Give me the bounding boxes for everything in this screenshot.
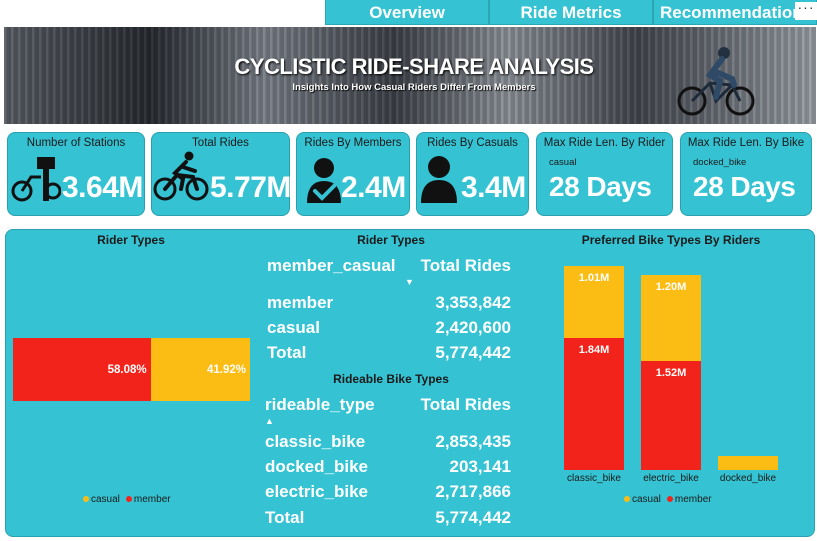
bike-table-title: Rideable Bike Types: [333, 372, 449, 386]
row-value: 3,353,842: [435, 293, 511, 312]
card-title: Number of Stations: [26, 137, 126, 149]
card-total-rides: Total Rides 5.77M: [151, 132, 291, 216]
card-value: 3.4M: [461, 171, 526, 204]
data-label: 1.01M: [578, 271, 610, 284]
banner-cyclist-icon: [677, 47, 755, 116]
row-label: casual: [267, 318, 320, 337]
card-value: 5.77M: [210, 171, 291, 204]
banner-title: CYCLISTIC RIDE-SHARE ANALYSIS: [234, 54, 594, 79]
total-value: 5,774,442: [435, 508, 511, 527]
bar-segment-casual[interactable]: 41.92%: [150, 338, 250, 401]
bar-classic_bike-casual[interactable]: 1.01M: [564, 265, 624, 339]
row-value: 203,141: [449, 457, 511, 476]
total-label: Total: [265, 508, 305, 527]
row-value: 2,853,435: [435, 432, 511, 451]
bike-rack-icon: [11, 157, 61, 202]
total-value: 5,774,442: [435, 343, 511, 362]
data-label: 1.20M: [655, 281, 687, 294]
more-options-icon[interactable]: ···: [795, 0, 817, 20]
banner: CYCLISTIC RIDE-SHARE ANALYSIS Insights I…: [4, 27, 816, 124]
tab-ride-metrics[interactable]: Ride Metrics: [489, 0, 653, 25]
sort-descending-icon[interactable]: ▼: [405, 277, 414, 287]
rider-table-title: Rider Types: [357, 233, 425, 247]
bar-segment-member[interactable]: 58.08%: [13, 338, 151, 401]
tab-overview-label: Overview: [369, 3, 445, 22]
x-tick-label: electric_bike: [643, 473, 699, 484]
card-value: 2.4M: [341, 171, 406, 204]
legend-label: member: [133, 494, 171, 505]
analysis-panel: Rider Types 58.08% 41.92% casual member R…: [5, 229, 815, 537]
row-label: docked_bike: [265, 457, 368, 476]
card-title: Max Ride Len. By Rider: [543, 137, 666, 149]
card-number-of-stations: Number of Stations 3.64M: [7, 132, 145, 216]
x-tick-label: docked_bike: [719, 473, 777, 484]
card-max-ride-length-by-bike: Max Ride Len. By Bike docked_bike 28 Day…: [680, 132, 812, 216]
person-icon: [421, 156, 457, 203]
row-value: 2,420,600: [435, 318, 511, 337]
header-total-rides[interactable]: Total Rides: [420, 256, 511, 275]
card-value: 28 Days: [693, 171, 796, 202]
card-title: Max Ride Len. By Bike: [687, 137, 805, 149]
card-subtitle: docked_bike: [693, 157, 747, 168]
legend-label: casual: [91, 494, 120, 505]
row-label: member: [267, 293, 334, 312]
card-max-ride-length-by-rider: Max Ride Len. By Rider casual 28 Days: [536, 132, 673, 216]
member-icon: [307, 158, 341, 203]
card-title: Rides By Members: [304, 137, 402, 149]
sort-ascending-icon[interactable]: ▲: [265, 416, 274, 426]
card-value: 28 Days: [549, 171, 652, 202]
card-title: Total Rides: [192, 137, 249, 149]
legend-item-casual[interactable]: casual: [624, 494, 661, 505]
cyclist-icon: [153, 151, 209, 201]
data-label: 1.52M: [655, 367, 687, 380]
bar-electric_bike-member[interactable]: 1.52M: [641, 361, 701, 470]
bar-docked_bike-casual[interactable]: [718, 455, 778, 470]
card-rides-by-members: Rides By Members 2.4M: [296, 132, 410, 216]
bike-chart-title: Preferred Bike Types By Riders: [581, 233, 761, 247]
rider-types-bar[interactable]: 58.08% 41.92%: [13, 338, 250, 401]
bike-chart-legend[interactable]: casual member: [624, 494, 712, 505]
header-total-rides[interactable]: Total Rides: [420, 395, 511, 414]
row-label: classic_bike: [265, 432, 366, 451]
legend-item-casual[interactable]: casual: [83, 494, 120, 505]
bike-types-table: rideable_type Total Rides ▲ classic_bike…: [265, 395, 511, 530]
card-title: Rides By Casuals: [427, 137, 518, 149]
data-label: 58.08%: [107, 363, 147, 376]
card-value: 3.64M: [62, 171, 143, 204]
tab-recommendations-label: Recommendations: [660, 3, 813, 22]
tab-recommendations[interactable]: Recommendations: [653, 0, 817, 25]
row-value: 2,717,866: [435, 482, 511, 501]
rider-types-chart-title: Rider Types: [97, 233, 165, 247]
legend-item-member[interactable]: member: [125, 494, 171, 505]
row-label: electric_bike: [265, 482, 369, 501]
page-tabs: Overview Ride Metrics Recommendations: [325, 0, 817, 25]
header-member-casual[interactable]: member_casual: [267, 256, 396, 275]
header-rideable-type[interactable]: rideable_type: [265, 395, 375, 414]
tab-ride-metrics-label: Ride Metrics: [520, 3, 622, 22]
legend-label: casual: [632, 494, 661, 505]
legend-item-member[interactable]: member: [666, 494, 712, 505]
total-label: Total: [267, 343, 307, 362]
x-tick-label: classic_bike: [567, 473, 621, 484]
banner-subtitle: Insights Into How Casual Riders Differ F…: [292, 82, 536, 93]
bike-chart-plot: 1.84M 1.01M classic_bike 1.52M 1.20M electric…: [551, 258, 791, 498]
card-subtitle: casual: [549, 157, 577, 168]
bar-classic_bike-member[interactable]: 1.84M: [564, 338, 624, 470]
bar-electric_bike-casual[interactable]: 1.20M: [641, 275, 701, 362]
data-label: 1.84M: [578, 344, 610, 357]
rider-types-table: member_casual Total Rides ▼ member 3,353…: [267, 256, 511, 366]
legend-label: member: [674, 494, 712, 505]
tab-overview[interactable]: Overview: [325, 0, 489, 25]
rider-types-legend[interactable]: casual member: [83, 494, 171, 505]
card-rides-by-casuals: Rides By Casuals 3.4M: [416, 132, 529, 216]
data-label: 41.92%: [206, 363, 246, 376]
